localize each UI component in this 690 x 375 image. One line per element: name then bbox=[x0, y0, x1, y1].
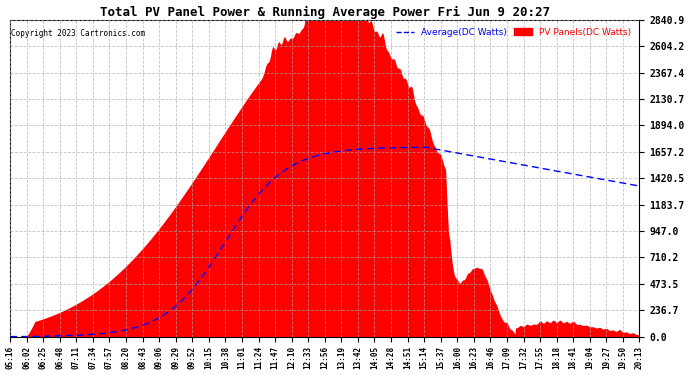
Title: Total PV Panel Power & Running Average Power Fri Jun 9 20:27: Total PV Panel Power & Running Average P… bbox=[100, 6, 550, 19]
Legend: Average(DC Watts), PV Panels(DC Watts): Average(DC Watts), PV Panels(DC Watts) bbox=[392, 24, 635, 40]
Text: Copyright 2023 Cartronics.com: Copyright 2023 Cartronics.com bbox=[10, 29, 145, 38]
